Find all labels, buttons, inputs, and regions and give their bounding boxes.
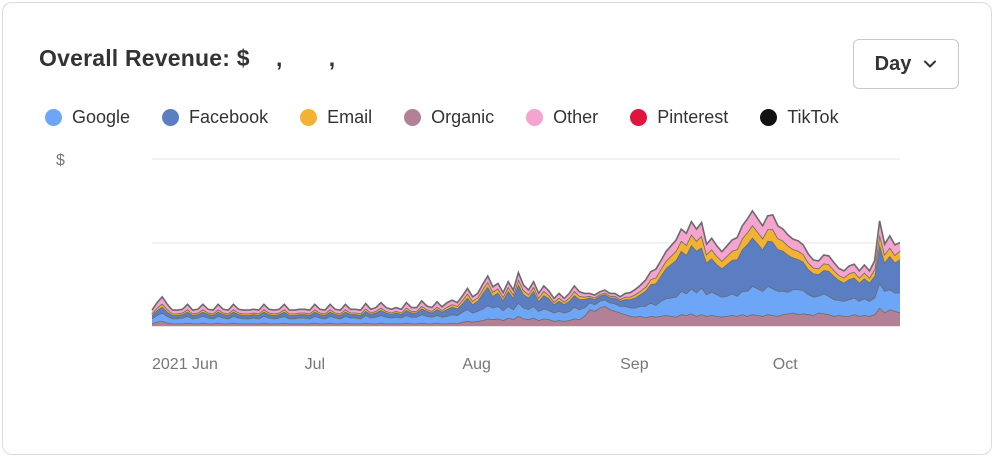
legend-label: Google	[72, 107, 131, 127]
chart-legend: Google Facebook Email Organic Other Pinterest…	[45, 107, 871, 128]
legend-label: Facebook	[189, 107, 269, 127]
legend-label: Other	[553, 107, 599, 127]
series-line-other	[151, 209, 901, 311]
legend-label: Email	[327, 107, 373, 127]
legend-item-tiktok[interactable]: TikTok	[760, 107, 839, 128]
legend-item-pinterest[interactable]: Pinterest	[630, 107, 728, 128]
x-tick-label: Sep	[620, 356, 649, 373]
x-tick-label: Oct	[773, 356, 798, 373]
revenue-card: Overall Revenue: $ , , Day Google Faceboo…	[2, 2, 992, 455]
x-tick-label: Aug	[462, 356, 490, 373]
legend-swatch-icon	[630, 109, 648, 126]
legend-item-facebook[interactable]: Facebook	[162, 107, 268, 128]
y-tick-label: $	[56, 152, 65, 169]
range-dropdown-label: Day	[874, 52, 912, 75]
legend-item-organic[interactable]: Organic	[404, 107, 494, 128]
legend-label: TikTok	[787, 107, 839, 127]
legend-swatch-icon	[300, 109, 318, 126]
legend-label: Organic	[431, 107, 495, 127]
area-series-organic[interactable]	[152, 306, 900, 326]
legend-swatch-icon	[760, 109, 778, 126]
chevron-down-icon	[924, 60, 937, 68]
legend-item-email[interactable]: Email	[300, 107, 372, 128]
legend-item-google[interactable]: Google	[45, 107, 130, 128]
legend-swatch-icon	[162, 109, 180, 126]
area-series-facebook[interactable]	[152, 237, 900, 319]
page-title: Overall Revenue: $ , ,	[39, 45, 336, 71]
legend-swatch-icon	[404, 109, 422, 126]
series-line-facebook	[151, 236, 901, 316]
legend-swatch-icon	[45, 109, 62, 126]
legend-label: Pinterest	[657, 107, 729, 127]
x-tick-label: 2021 Jun	[152, 356, 218, 373]
range-dropdown[interactable]: Day	[853, 39, 959, 89]
x-tick-label: Jul	[305, 356, 325, 373]
legend-swatch-icon	[526, 109, 544, 126]
legend-item-other[interactable]: Other	[526, 107, 598, 128]
